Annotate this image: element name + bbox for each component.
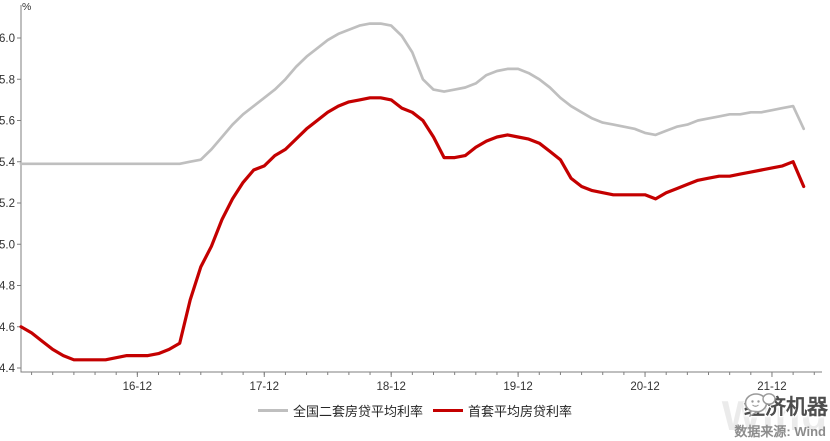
y-tick-label: 5.0: [0, 239, 15, 251]
y-tick-label: 5.8: [0, 74, 15, 86]
legend-item-first-home: 首套平均房贷利率: [433, 401, 572, 420]
brand-logo: 经济机器: [744, 391, 828, 421]
chat-bubbles-icon: [744, 393, 776, 417]
axes: [20, 5, 822, 373]
legend-item-second-home: 全国二套房贷平均利率: [257, 401, 423, 420]
y-tick-label: 6.0: [0, 33, 15, 45]
x-tick-label: 18-12: [376, 381, 405, 393]
x-tick-label: 21-12: [757, 381, 786, 393]
y-tick-label: 5.4: [0, 157, 16, 169]
y-tick-label: 5.6: [0, 116, 15, 128]
x-axis-ticks: 16-12 17-12 18-12 19-12 20-12 21-12: [123, 372, 787, 393]
chart-legend: 全国二套房贷平均利率 首套平均房贷利率: [0, 401, 830, 420]
y-tick-label: 4.6: [0, 322, 15, 334]
x-tick-label: 20-12: [630, 381, 659, 393]
series-line-0: [19, 22, 806, 166]
y-axis-unit-label: %: [22, 1, 32, 13]
y-tick-label: 4.4: [0, 363, 16, 375]
y-axis-ticks: 4.4 4.6 4.8 5.0 5.2 5.4 5.6 5.8 6.0: [0, 33, 21, 375]
series-line-1: [19, 96, 806, 362]
legend-label: 全国二套房贷平均利率: [292, 404, 423, 419]
x-tick-label: 19-12: [503, 381, 532, 393]
y-tick-label: 4.8: [0, 281, 15, 293]
legend-line-swatch-red: [433, 409, 463, 412]
y-tick-label: 5.2: [0, 198, 15, 210]
legend-label: 首套平均房贷利率: [468, 404, 573, 419]
x-tick-label: 17-12: [250, 381, 279, 393]
legend-line-swatch-gray: [257, 409, 288, 412]
data-source-label: 数据来源: Wind: [734, 424, 826, 439]
x-tick-label: 16-12: [123, 381, 152, 393]
